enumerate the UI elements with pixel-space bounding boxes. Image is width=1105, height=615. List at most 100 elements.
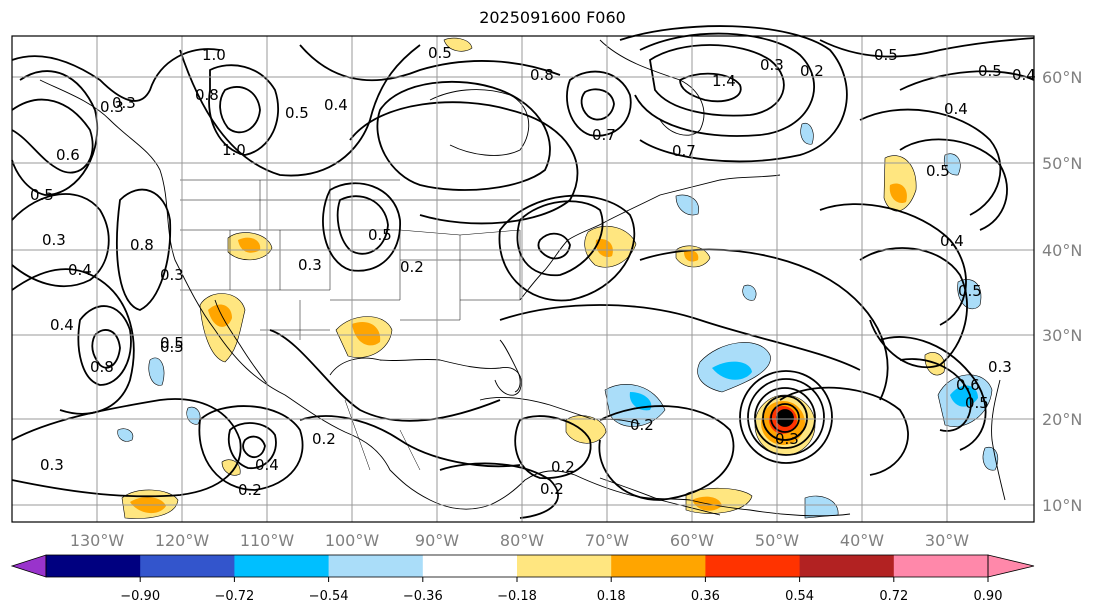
shade-positive	[208, 304, 232, 327]
lon-label: 120°W	[155, 531, 210, 550]
shade-negative	[943, 153, 961, 176]
contour-label: 0.2	[238, 481, 262, 499]
coastline-baja	[214, 299, 269, 386]
colorbar-tick-label: 0.36	[691, 589, 720, 604]
colorbar-extend-low	[10, 554, 47, 578]
shade-negative	[117, 428, 134, 442]
shading-layer	[117, 37, 999, 519]
contour-label: 0.5	[958, 282, 982, 300]
map-title: 2025091600 F060	[479, 8, 626, 27]
colorbar-tick-label: −0.54	[309, 589, 349, 604]
lat-label: 10°N	[1042, 496, 1082, 515]
lon-label: 70°W	[585, 531, 629, 550]
contour-labels: 1.0 0.8 0.3 0.5 0.4 0.6 0.3 0.4 0.8 0.5 …	[30, 44, 1036, 499]
shade-negative	[629, 392, 652, 411]
colorbar-cell	[328, 555, 424, 577]
contour-label: 0.8	[195, 86, 219, 104]
coastline-gulf	[329, 357, 522, 396]
coastline-florida	[499, 339, 521, 393]
contour-label: 0.7	[672, 142, 696, 160]
contour-label: 0.3	[40, 456, 64, 474]
contour-label: 0.5	[30, 186, 54, 204]
contour-label: 0.2	[800, 62, 824, 80]
contour-label: 0.4	[940, 232, 964, 250]
lon-label: 50°W	[755, 531, 799, 550]
colorbar-cell	[799, 555, 895, 577]
lat-axis-labels: 60°N 50°N 40°N 30°N 20°N 10°N	[1042, 68, 1082, 515]
contour-label: 0.5	[160, 338, 184, 356]
contour-label: 1.0	[222, 141, 246, 159]
lat-label: 20°N	[1042, 410, 1082, 429]
contour-label: 0.5	[285, 104, 309, 122]
colorbar-tick-label: 0.90	[974, 589, 1003, 604]
colorbar-cell	[46, 555, 141, 577]
colorbar-extend-high	[987, 554, 1035, 578]
graticule	[12, 36, 1034, 522]
shade-negative	[742, 284, 757, 301]
contour-label: 0.3	[775, 430, 799, 448]
contour-label: 0.6	[956, 376, 980, 394]
shade-positive	[684, 250, 699, 262]
shade-negative	[186, 406, 201, 425]
shade-positive	[883, 155, 917, 212]
contour-label: 0.8	[90, 358, 114, 376]
colorbar-tick-label: −0.18	[497, 589, 537, 604]
contour-label: 0.3	[160, 266, 184, 284]
colorbar-cell	[611, 555, 706, 577]
contour-label: 0.5	[368, 226, 392, 244]
shade-negative	[800, 122, 814, 145]
contour-label: 0.2	[312, 430, 336, 448]
colorbar-cell	[140, 555, 235, 577]
colorbar-tick-label: −0.90	[120, 589, 160, 604]
shade-negative	[712, 361, 752, 380]
coastline-africa	[991, 379, 1006, 501]
contour-label: 0.7	[592, 126, 616, 144]
contour-label: 0.2	[540, 480, 564, 498]
shade-positive	[238, 237, 261, 253]
contour-label: 0.5	[978, 62, 1002, 80]
contour-label: 0.5	[160, 334, 184, 352]
lon-label: 100°W	[325, 531, 380, 550]
lat-label: 60°N	[1042, 68, 1082, 87]
lon-axis-labels: 130°W 120°W 110°W 100°W 90°W 80°W 70°W 6…	[70, 531, 969, 550]
contour-label: 0.8	[130, 236, 154, 254]
lat-label: 50°N	[1042, 154, 1082, 173]
contour-label: 0.8	[530, 66, 554, 84]
contour-label: 0.5	[428, 44, 452, 62]
lon-label: 60°W	[670, 531, 714, 550]
colorbar-tick-label: 0.54	[785, 589, 814, 604]
contour-label: 1.4	[712, 72, 736, 90]
contour-label: 0.4	[324, 96, 348, 114]
colorbar-cell	[234, 555, 330, 577]
contour-lines	[11, 25, 1035, 519]
colorbar-cell	[517, 555, 612, 577]
colorbar-tick-label: −0.72	[214, 589, 254, 604]
lat-label: 30°N	[1042, 326, 1082, 345]
colorbar-cells	[46, 555, 989, 577]
shade-positive	[595, 238, 613, 258]
lon-label: 110°W	[240, 531, 295, 550]
contour-label: 0.3	[988, 358, 1012, 376]
shade-negative	[675, 194, 699, 216]
contour-label: 0.3	[112, 94, 136, 112]
shade-positive	[352, 322, 381, 346]
contour-label: 0.3	[298, 256, 322, 274]
contour-label: 0.4	[944, 100, 968, 118]
colorbar-ticks: −0.90 −0.72 −0.54 −0.36 −0.18 0.18 0.36 0.54 0.7…	[120, 577, 1002, 604]
contour-label: 0.3	[760, 56, 784, 74]
contour-label: 0.6	[56, 146, 80, 164]
lon-label: 130°W	[70, 531, 125, 550]
colorbar: −0.90 −0.72 −0.54 −0.36 −0.18 0.18 0.36 0.54 0.7…	[10, 554, 1035, 604]
contour-label: 0.4	[255, 456, 279, 474]
contour-label: 0.5	[926, 162, 950, 180]
colorbar-cell	[893, 555, 989, 577]
contour-label: 0.2	[551, 458, 575, 476]
colorbar-tick-label: 0.18	[597, 589, 626, 604]
coastline-east-us	[519, 174, 781, 301]
lon-label: 90°W	[415, 531, 459, 550]
colorbar-cell	[422, 555, 518, 577]
contour-label: 0.5	[965, 394, 989, 412]
contour-label: 0.3	[42, 231, 66, 249]
shade-positive	[443, 37, 473, 52]
contour-label: 0.4	[68, 261, 92, 279]
